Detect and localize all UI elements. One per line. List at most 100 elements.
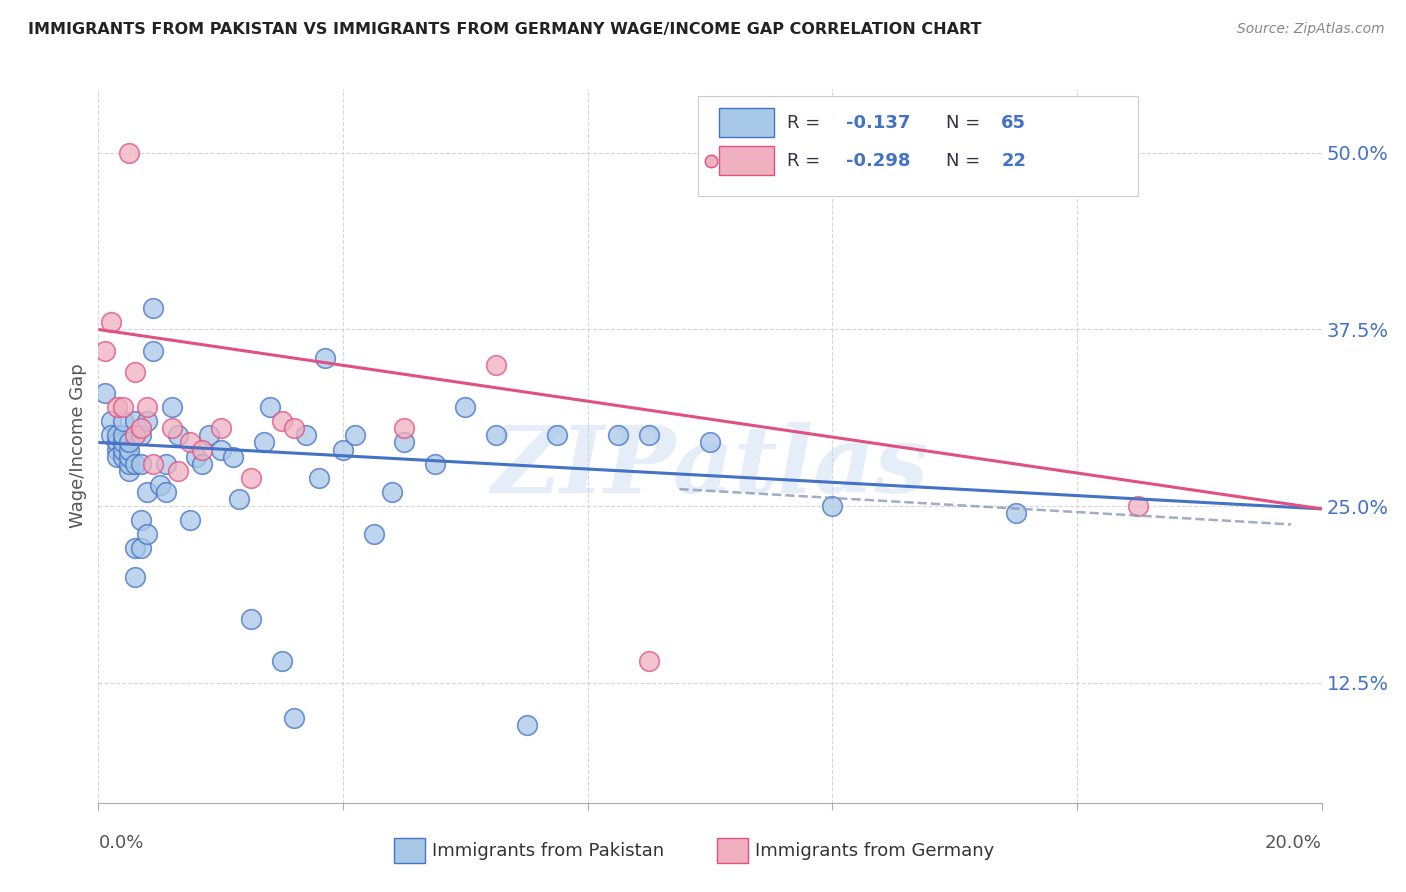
Point xyxy=(240,471,263,485)
Text: R =: R = xyxy=(787,152,827,169)
Point xyxy=(136,400,159,414)
Point xyxy=(105,428,128,442)
Point xyxy=(363,527,385,541)
Point xyxy=(546,428,568,442)
Point xyxy=(100,315,122,329)
Text: Source: ZipAtlas.com: Source: ZipAtlas.com xyxy=(1237,22,1385,37)
Point xyxy=(111,414,134,428)
Point xyxy=(160,421,183,435)
Point xyxy=(111,435,134,450)
Point xyxy=(1128,499,1150,513)
Point xyxy=(209,421,232,435)
Point xyxy=(270,655,292,669)
Text: R =: R = xyxy=(787,114,827,132)
Point xyxy=(111,442,134,457)
Point xyxy=(118,442,141,457)
Point xyxy=(186,450,208,464)
Point xyxy=(149,478,172,492)
Point xyxy=(228,491,250,506)
Point xyxy=(93,343,115,358)
Point xyxy=(129,513,152,527)
Text: N =: N = xyxy=(946,152,986,169)
Point xyxy=(252,435,274,450)
Point xyxy=(699,435,721,450)
Point xyxy=(142,343,165,358)
FancyBboxPatch shape xyxy=(394,838,425,863)
Point xyxy=(179,513,201,527)
Point xyxy=(191,457,214,471)
Text: N =: N = xyxy=(946,114,986,132)
Point xyxy=(142,457,165,471)
Point xyxy=(191,442,214,457)
Point xyxy=(392,435,416,450)
Text: IMMIGRANTS FROM PAKISTAN VS IMMIGRANTS FROM GERMANY WAGE/INCOME GAP CORRELATION : IMMIGRANTS FROM PAKISTAN VS IMMIGRANTS F… xyxy=(28,22,981,37)
Point xyxy=(124,570,146,584)
Point xyxy=(105,442,128,457)
Point xyxy=(167,464,190,478)
Point xyxy=(295,428,318,442)
Text: -0.137: -0.137 xyxy=(846,114,910,132)
Point xyxy=(155,457,177,471)
Point xyxy=(118,450,141,464)
FancyBboxPatch shape xyxy=(718,109,773,137)
Point xyxy=(93,386,115,401)
Y-axis label: Wage/Income Gap: Wage/Income Gap xyxy=(69,364,87,528)
Point xyxy=(344,428,367,442)
Point xyxy=(197,428,219,442)
Point xyxy=(124,541,146,556)
Point xyxy=(423,457,446,471)
Text: 65: 65 xyxy=(1001,114,1026,132)
Point xyxy=(155,484,177,499)
Text: -0.298: -0.298 xyxy=(846,152,910,169)
Point xyxy=(485,428,508,442)
Point xyxy=(142,301,165,316)
Point xyxy=(1004,506,1026,520)
Point xyxy=(124,365,146,379)
Point xyxy=(136,484,159,499)
Text: 0.0%: 0.0% xyxy=(98,834,143,852)
Point xyxy=(485,358,508,372)
Point xyxy=(118,435,141,450)
Point xyxy=(516,718,538,732)
Point xyxy=(118,464,141,478)
Point xyxy=(179,435,201,450)
Point xyxy=(105,400,128,414)
Point xyxy=(283,421,305,435)
Point xyxy=(381,484,404,499)
Point xyxy=(314,351,336,365)
Point xyxy=(637,428,661,442)
Point xyxy=(259,400,281,414)
Point xyxy=(111,400,134,414)
Point xyxy=(124,414,146,428)
Point xyxy=(129,421,152,435)
Point xyxy=(118,145,141,160)
Point xyxy=(240,612,263,626)
Point xyxy=(270,414,292,428)
Point xyxy=(124,428,146,442)
Point xyxy=(821,499,844,513)
Point xyxy=(105,435,128,450)
FancyBboxPatch shape xyxy=(718,146,773,175)
Point xyxy=(209,442,232,457)
Point xyxy=(637,655,661,669)
Point xyxy=(454,400,477,414)
Point xyxy=(129,428,152,442)
Point xyxy=(136,527,159,541)
Point xyxy=(136,414,159,428)
Point xyxy=(160,400,183,414)
FancyBboxPatch shape xyxy=(697,96,1139,196)
Point xyxy=(222,450,245,464)
Point xyxy=(100,414,122,428)
Point xyxy=(283,711,305,725)
Text: 20.0%: 20.0% xyxy=(1265,834,1322,852)
Text: 22: 22 xyxy=(1001,152,1026,169)
Point xyxy=(308,471,330,485)
Point xyxy=(100,428,122,442)
Point xyxy=(129,457,152,471)
Point xyxy=(392,421,416,435)
Point xyxy=(111,428,134,442)
Point xyxy=(167,428,190,442)
Point xyxy=(111,450,134,464)
Text: Immigrants from Pakistan: Immigrants from Pakistan xyxy=(432,842,664,860)
Point xyxy=(332,442,354,457)
